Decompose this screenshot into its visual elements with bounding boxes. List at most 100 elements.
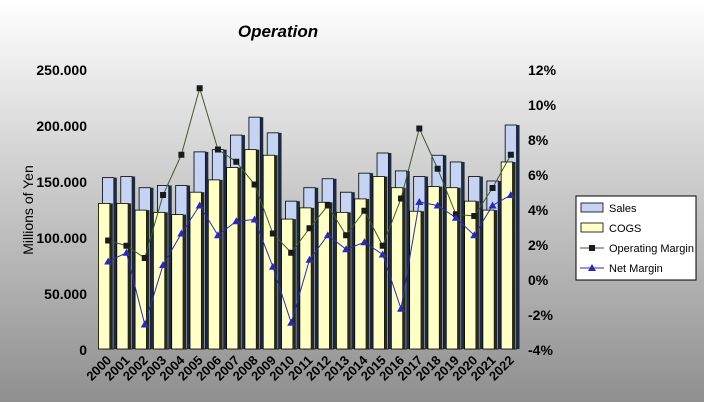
cogs-bar-side	[274, 155, 278, 349]
sales-bar-side	[315, 187, 319, 349]
cogs-bar	[226, 167, 239, 350]
operating-margin-point	[471, 213, 478, 219]
cogs-bar-side	[457, 187, 461, 349]
net-margin-point	[451, 213, 460, 221]
y-axis-label: Millions of Yen	[20, 165, 36, 255]
cogs-bar	[207, 179, 221, 350]
cogs-bar-side	[512, 161, 516, 349]
operating-margin-point	[105, 237, 112, 244]
cogs-bar	[464, 200, 477, 350]
cogs-bar-side	[494, 210, 498, 349]
sales-bar-side	[168, 185, 172, 349]
sales-bar-side	[132, 176, 136, 349]
y2-tick-label: 0%	[528, 272, 549, 288]
cogs-bar	[390, 187, 404, 350]
operating-margin-point	[361, 207, 368, 214]
sales-bar-side	[406, 170, 410, 349]
sales-bar-side	[333, 178, 337, 349]
cogs-bar-side	[366, 198, 370, 349]
cogs-bar-side	[183, 214, 187, 349]
cogs-bar	[262, 154, 275, 350]
operating-margin-point	[379, 242, 386, 249]
sales-bar-side	[113, 177, 117, 349]
y2-tick-label: 10%	[528, 97, 557, 113]
y2-tick-label: 12%	[528, 62, 557, 78]
y2-tick-label: 8%	[528, 132, 549, 148]
operating-margin-point	[269, 230, 276, 237]
operating-margin-point	[416, 125, 423, 132]
cogs-bar-side	[237, 167, 241, 349]
sales-bar-side	[223, 149, 227, 349]
net-margin-point	[470, 231, 479, 239]
cogs-bar-side	[421, 211, 425, 349]
operating-margin-point	[324, 202, 331, 209]
cogs-bar-side	[109, 203, 113, 349]
sales-bar-side	[296, 201, 300, 349]
net-margin-point	[323, 231, 332, 239]
net-margin-point	[360, 238, 369, 246]
net-margin-point	[488, 201, 497, 209]
cogs-bar-side	[475, 201, 479, 349]
net-margin-point	[104, 257, 113, 265]
sales-bar-side	[479, 176, 483, 349]
net-margin-point	[305, 255, 314, 263]
net-margin-point	[378, 250, 387, 258]
sales-bar-side	[498, 181, 502, 349]
cogs-bar-side	[347, 212, 351, 349]
net-margin-point	[177, 229, 186, 237]
y-tick-label: 200.000	[36, 118, 87, 134]
y2-tick-label: 4%	[528, 202, 549, 218]
net-margin-point	[506, 191, 515, 198]
operating-margin-point	[160, 192, 167, 198]
cogs-bar-side	[146, 210, 150, 349]
operating-margin-point	[306, 225, 313, 232]
y-tick-label: 0	[79, 342, 87, 358]
cogs-bar	[281, 218, 294, 350]
operating-margin-point	[251, 181, 258, 188]
legend-marker	[588, 264, 596, 271]
net-margin-point	[195, 201, 204, 209]
sales-bar-side	[260, 117, 264, 349]
cogs-bar-side	[402, 187, 406, 349]
legend-label: Net Margin	[609, 263, 663, 275]
operating-margin-point	[141, 255, 148, 261]
sales-bar-side	[461, 161, 465, 349]
sales-bar-side	[443, 155, 447, 349]
net-margin-point	[342, 245, 351, 253]
legend-label: COGS	[609, 223, 641, 235]
legend: Sales COGS Operating Margin Net Margin	[575, 195, 697, 281]
net-margin-point	[250, 215, 259, 223]
operating-margin-point	[196, 85, 203, 92]
cogs-bar-side	[292, 219, 296, 349]
operating-margin-point	[398, 195, 405, 202]
cogs-bar	[317, 201, 330, 350]
sales-bar-side	[351, 192, 355, 349]
operating-margin-point	[343, 232, 350, 239]
operating-margin-point	[489, 185, 496, 191]
sales-bar-side	[150, 187, 154, 349]
cogs-bar	[427, 186, 440, 350]
cogs-bar	[116, 202, 129, 350]
legend-label: Sales	[609, 203, 637, 215]
cogs-bar	[500, 161, 513, 350]
bars-group	[98, 116, 520, 350]
sales-bar-side	[370, 173, 374, 349]
legend-swatch	[580, 202, 604, 213]
operating-margin-point	[178, 151, 185, 158]
operating-margin-point	[507, 151, 514, 158]
legend-marker	[589, 245, 595, 251]
legend-label: Operating Margin	[609, 243, 694, 255]
cogs-bar-side	[201, 192, 205, 349]
sales-bar-side	[205, 151, 209, 349]
y2-tick-label: 6%	[528, 167, 549, 183]
cogs-bar	[152, 211, 166, 350]
net-margin-point	[268, 262, 277, 270]
y2-tick-label: -2%	[528, 307, 553, 323]
cogs-bar-side	[439, 186, 443, 349]
y2-tick-label: 2%	[528, 237, 549, 253]
sales-bar-side	[516, 125, 520, 349]
net-margin-point	[433, 201, 442, 209]
cogs-bar-side	[219, 179, 223, 349]
